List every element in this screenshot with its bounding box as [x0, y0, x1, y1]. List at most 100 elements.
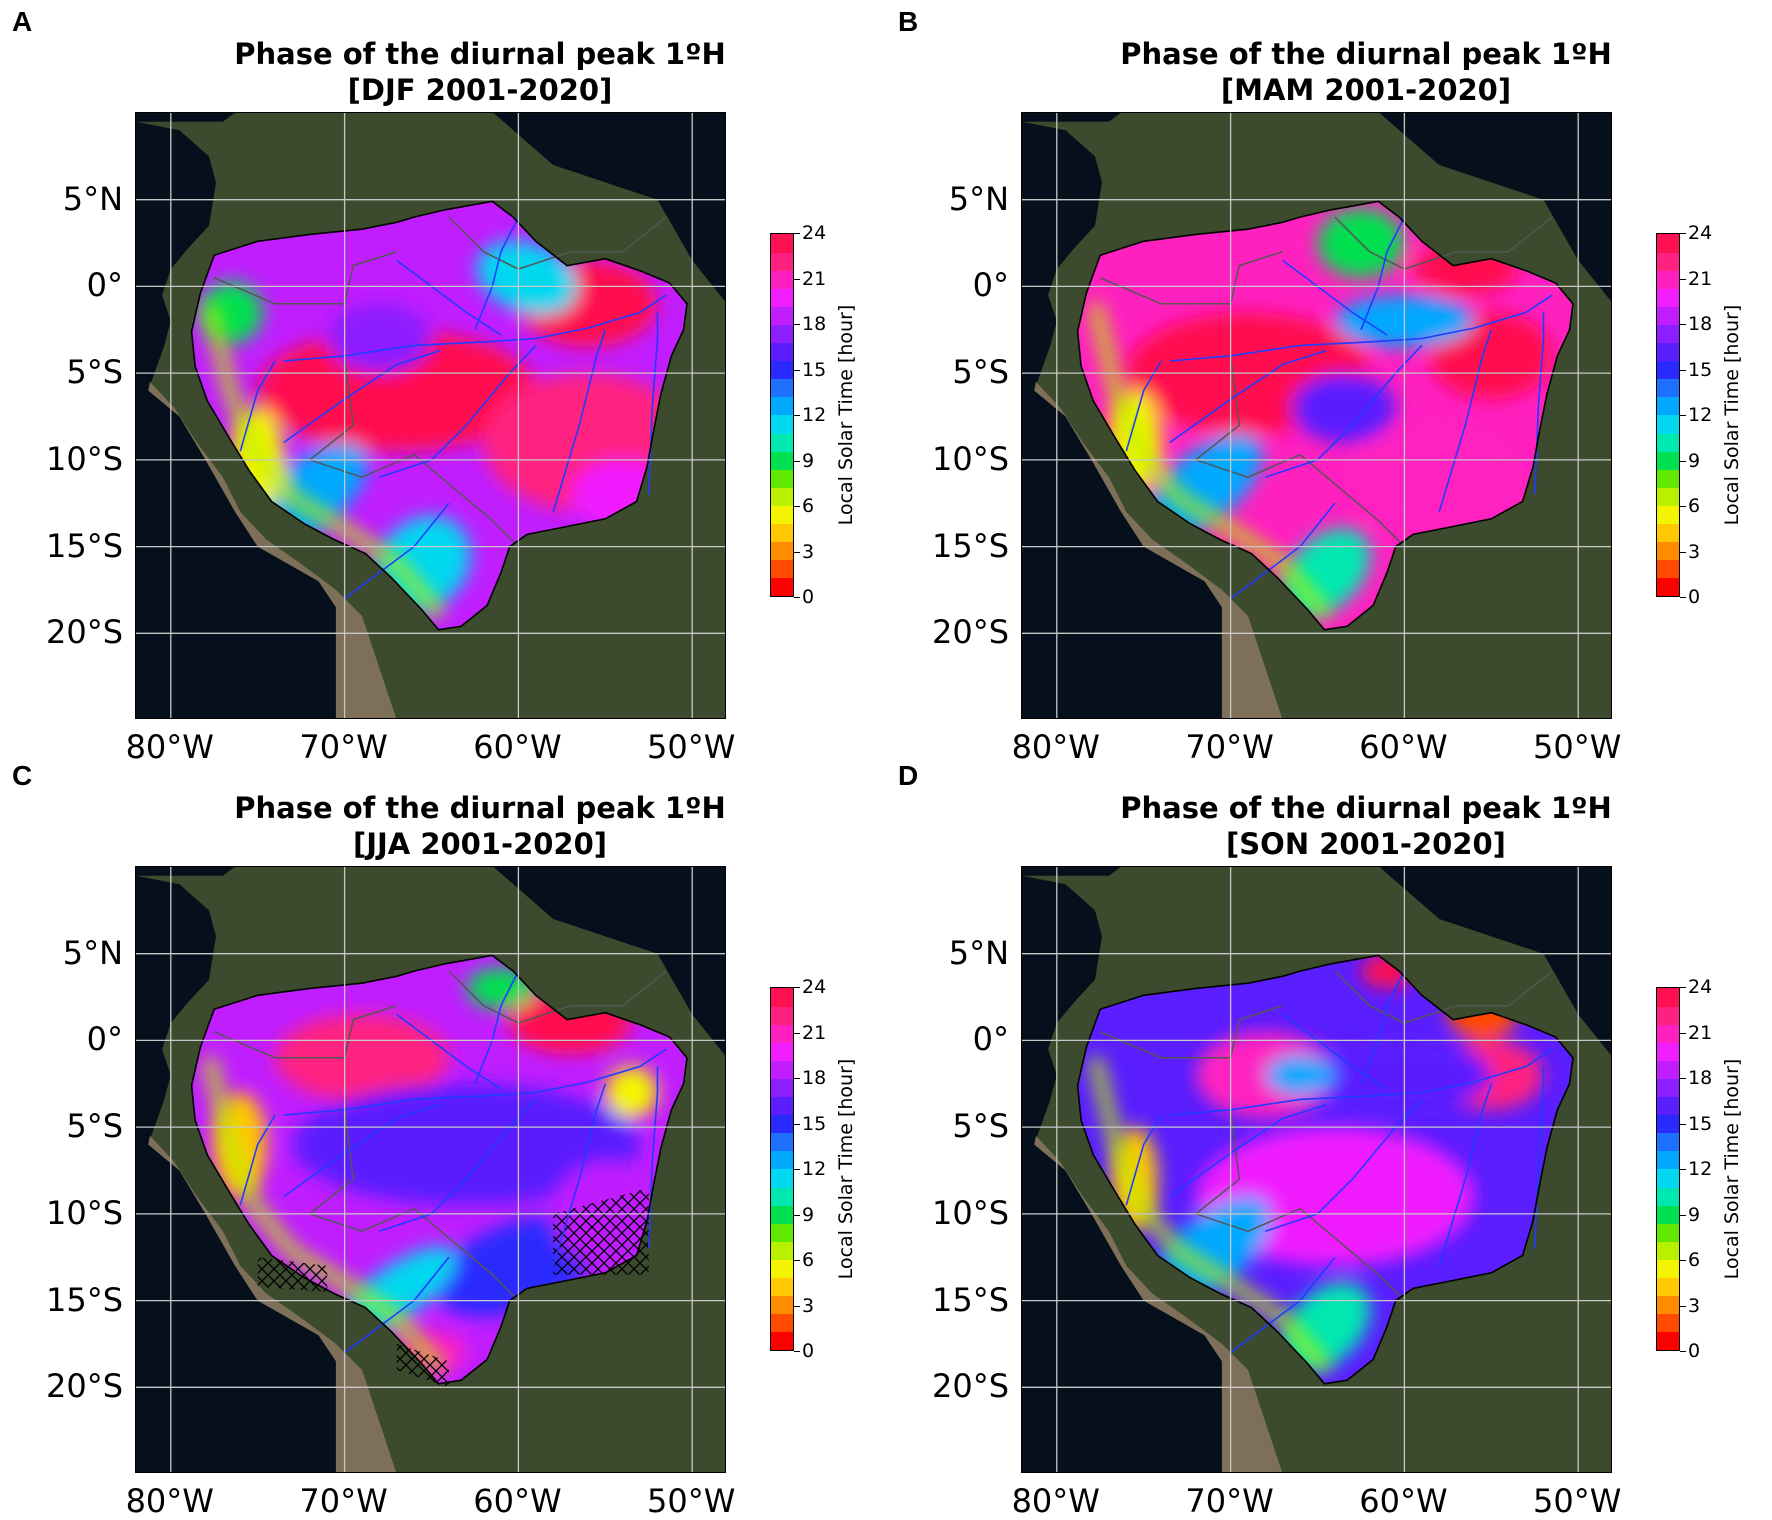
colorbar-segment: [771, 1132, 793, 1152]
colorbar-segment: [1657, 234, 1679, 253]
colorbar-tick-label: 18: [793, 313, 827, 335]
colorbar-segment: [1657, 1060, 1679, 1079]
latitude-tick-label: 5°S: [66, 353, 123, 392]
longitude-tick-label: 80°W: [125, 728, 214, 766]
andes: [1034, 381, 1283, 718]
latitude-tick-label: 0°: [972, 266, 1009, 305]
river: [1125, 360, 1162, 452]
colorbar: [770, 987, 794, 1351]
latitude-tick-label: 10°S: [931, 1193, 1009, 1232]
colorbar-segment: [771, 1205, 793, 1224]
colorbar-segment: [1657, 1313, 1679, 1333]
latitude-tick-label: 0°: [86, 266, 123, 305]
andes: [148, 381, 397, 718]
colorbar-segment: [1657, 988, 1679, 1007]
panel-title-line2: [MAM 2001-2020]: [1220, 73, 1512, 107]
andes-band: [202, 1056, 446, 1375]
colorbar-segment: [1657, 288, 1679, 307]
map-panel-a: A Phase of the diurnal peak 1ºH [DJF 200…: [0, 0, 886, 766]
panel-title-line2: [JJA 2001-2020]: [352, 827, 608, 861]
panel-title-line1: Phase of the diurnal peak 1ºH: [1120, 37, 1612, 71]
colorbar-segment: [1657, 378, 1679, 398]
longitude-tick-label: 50°W: [647, 728, 736, 766]
map-panel-d: D Phase of the diurnal peak 1ºH [SON 200…: [886, 754, 1772, 1520]
country-border: [308, 1109, 519, 1302]
colorbar-segment: [771, 1042, 793, 1061]
colorbar-tick-label: 18: [1679, 1067, 1713, 1089]
colorbar-segment: [771, 505, 793, 525]
latitude-tick-label: 5°N: [62, 179, 123, 218]
colorbar-segment: [771, 360, 793, 380]
country-border: [448, 216, 667, 270]
colorbar-tick-label: 0: [793, 1340, 815, 1362]
andes-band: [1088, 1056, 1332, 1375]
longitude-tick-label: 50°W: [647, 1482, 736, 1520]
colorbar-label: Local Solar Time [hour]: [1721, 1058, 1743, 1280]
colorbar-segment: [1657, 360, 1679, 380]
colorbar-segment: [771, 1223, 793, 1242]
phase-region: [1291, 373, 1396, 443]
colorbar-tick-label: 0: [793, 586, 815, 608]
country-border: [448, 970, 667, 1024]
colorbar-segment: [1657, 415, 1679, 434]
colorbar-segment: [771, 342, 793, 362]
river: [1282, 259, 1388, 336]
colorbar-segment: [771, 1331, 793, 1351]
colorbar-segment: [771, 541, 793, 561]
colorbar-segment: [771, 270, 793, 289]
latitude-tick-label: 5°S: [952, 1107, 1009, 1146]
colorbar-segment: [771, 234, 793, 253]
longitude-tick-label: 50°W: [1533, 728, 1622, 766]
longitude-tick-label: 60°W: [1359, 728, 1448, 766]
panel-label: B: [898, 6, 919, 37]
colorbar-segment: [1657, 1205, 1679, 1224]
colorbar-tick-label: 6: [793, 1249, 815, 1271]
basin-outline: [1076, 954, 1574, 1385]
latitude-tick-label: 20°S: [931, 613, 1009, 652]
colorbar-tick-label: 15: [1679, 1112, 1713, 1135]
hatched-region: [553, 1187, 649, 1275]
longitude-tick-label: 60°W: [473, 1482, 562, 1520]
colorbar-tick-label: 24: [1679, 222, 1713, 244]
river: [283, 294, 667, 362]
latitude-tick-label: 20°S: [931, 1367, 1009, 1406]
river: [1169, 1048, 1553, 1116]
longitude-tick-label: 70°W: [299, 1482, 388, 1520]
colorbar-tick-label: 3: [793, 1294, 815, 1317]
latitude-tick-label: 5°N: [948, 179, 1009, 218]
colorbar-segment: [1657, 559, 1679, 579]
colorbar-segment: [771, 378, 793, 398]
latitude-tick-label: 15°S: [45, 1280, 123, 1319]
river: [1169, 294, 1553, 362]
colorbar-segment: [771, 288, 793, 307]
phase-region: [257, 329, 536, 452]
longitude-tick-label: 50°W: [1533, 1482, 1622, 1520]
colorbar-segment: [771, 1024, 793, 1043]
colorbar-tick-label: 21: [1679, 1021, 1713, 1044]
colorbar-segment: [771, 469, 793, 488]
latitude-tick-label: 15°S: [45, 526, 123, 565]
colorbar-segment: [771, 1295, 793, 1315]
latitude-tick-label: 5°N: [948, 933, 1009, 972]
colorbar-segment: [1657, 451, 1679, 470]
colorbar-tick-label: 21: [1679, 267, 1713, 290]
colorbar-tick-label: 9: [1679, 449, 1701, 472]
colorbar-segment: [1657, 1114, 1679, 1134]
colorbar-segment: [1657, 577, 1679, 597]
colorbar-tick-label: 0: [1679, 586, 1701, 608]
basin-outline: [190, 200, 688, 631]
panel-title-line1: Phase of the diurnal peak 1ºH: [1120, 791, 1612, 825]
colorbar-tick-label: 15: [793, 1112, 827, 1135]
latitude-tick-label: 20°S: [45, 1367, 123, 1406]
colorbar-tick-label: 12: [1679, 1158, 1713, 1180]
colorbar-segment: [1657, 505, 1679, 525]
colorbar-segment: [771, 1259, 793, 1279]
colorbar-tick-label: 6: [1679, 1249, 1701, 1271]
phase-region: [1352, 425, 1527, 530]
colorbar-segment: [771, 396, 793, 416]
colorbar-segment: [1657, 1078, 1679, 1098]
phase-region: [327, 303, 432, 374]
colorbar-segment: [1657, 1150, 1679, 1170]
longitude-tick-label: 60°W: [1359, 1482, 1448, 1520]
andes: [1034, 1135, 1283, 1472]
